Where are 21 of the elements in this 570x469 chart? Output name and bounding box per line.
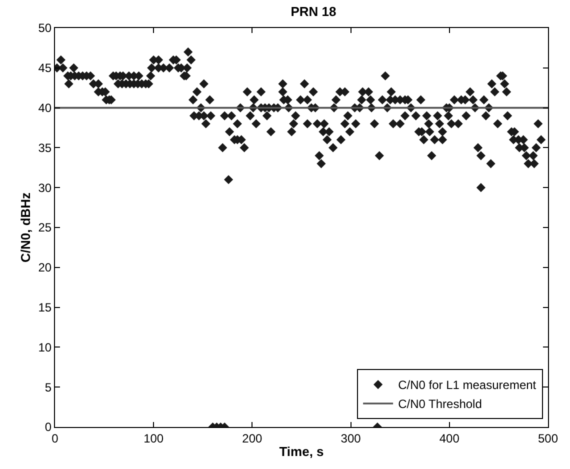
chart-title: PRN 18 xyxy=(290,4,336,20)
y-tick-label: 30 xyxy=(38,180,52,195)
y-tick-label: 0 xyxy=(44,420,52,434)
legend-label: C/N0 for L1 measurement xyxy=(398,378,537,392)
x-tick-label: 200 xyxy=(242,431,263,446)
x-tick-label: 400 xyxy=(439,431,460,446)
y-axis-title: C/N0, dBHz xyxy=(18,192,34,263)
x-tick-label: 100 xyxy=(144,431,164,446)
x-tick-label: 300 xyxy=(340,431,362,446)
y-tick-label: 15 xyxy=(38,300,52,314)
y-tick-label: 40 xyxy=(38,101,52,115)
y-tick-label: 5 xyxy=(44,380,52,394)
y-tick-label: 10 xyxy=(38,340,52,354)
x-axis-title: Time, s xyxy=(279,444,324,459)
y-tick-label: 35 xyxy=(38,140,52,155)
y-tick-label: 50 xyxy=(38,21,52,36)
y-tick-label: 25 xyxy=(38,220,52,235)
y-tick-label: 20 xyxy=(38,260,52,275)
legend-label: C/N0 Threshold xyxy=(398,397,482,412)
y-tick-label: 45 xyxy=(38,61,52,76)
x-tick-label: 500 xyxy=(538,431,558,446)
